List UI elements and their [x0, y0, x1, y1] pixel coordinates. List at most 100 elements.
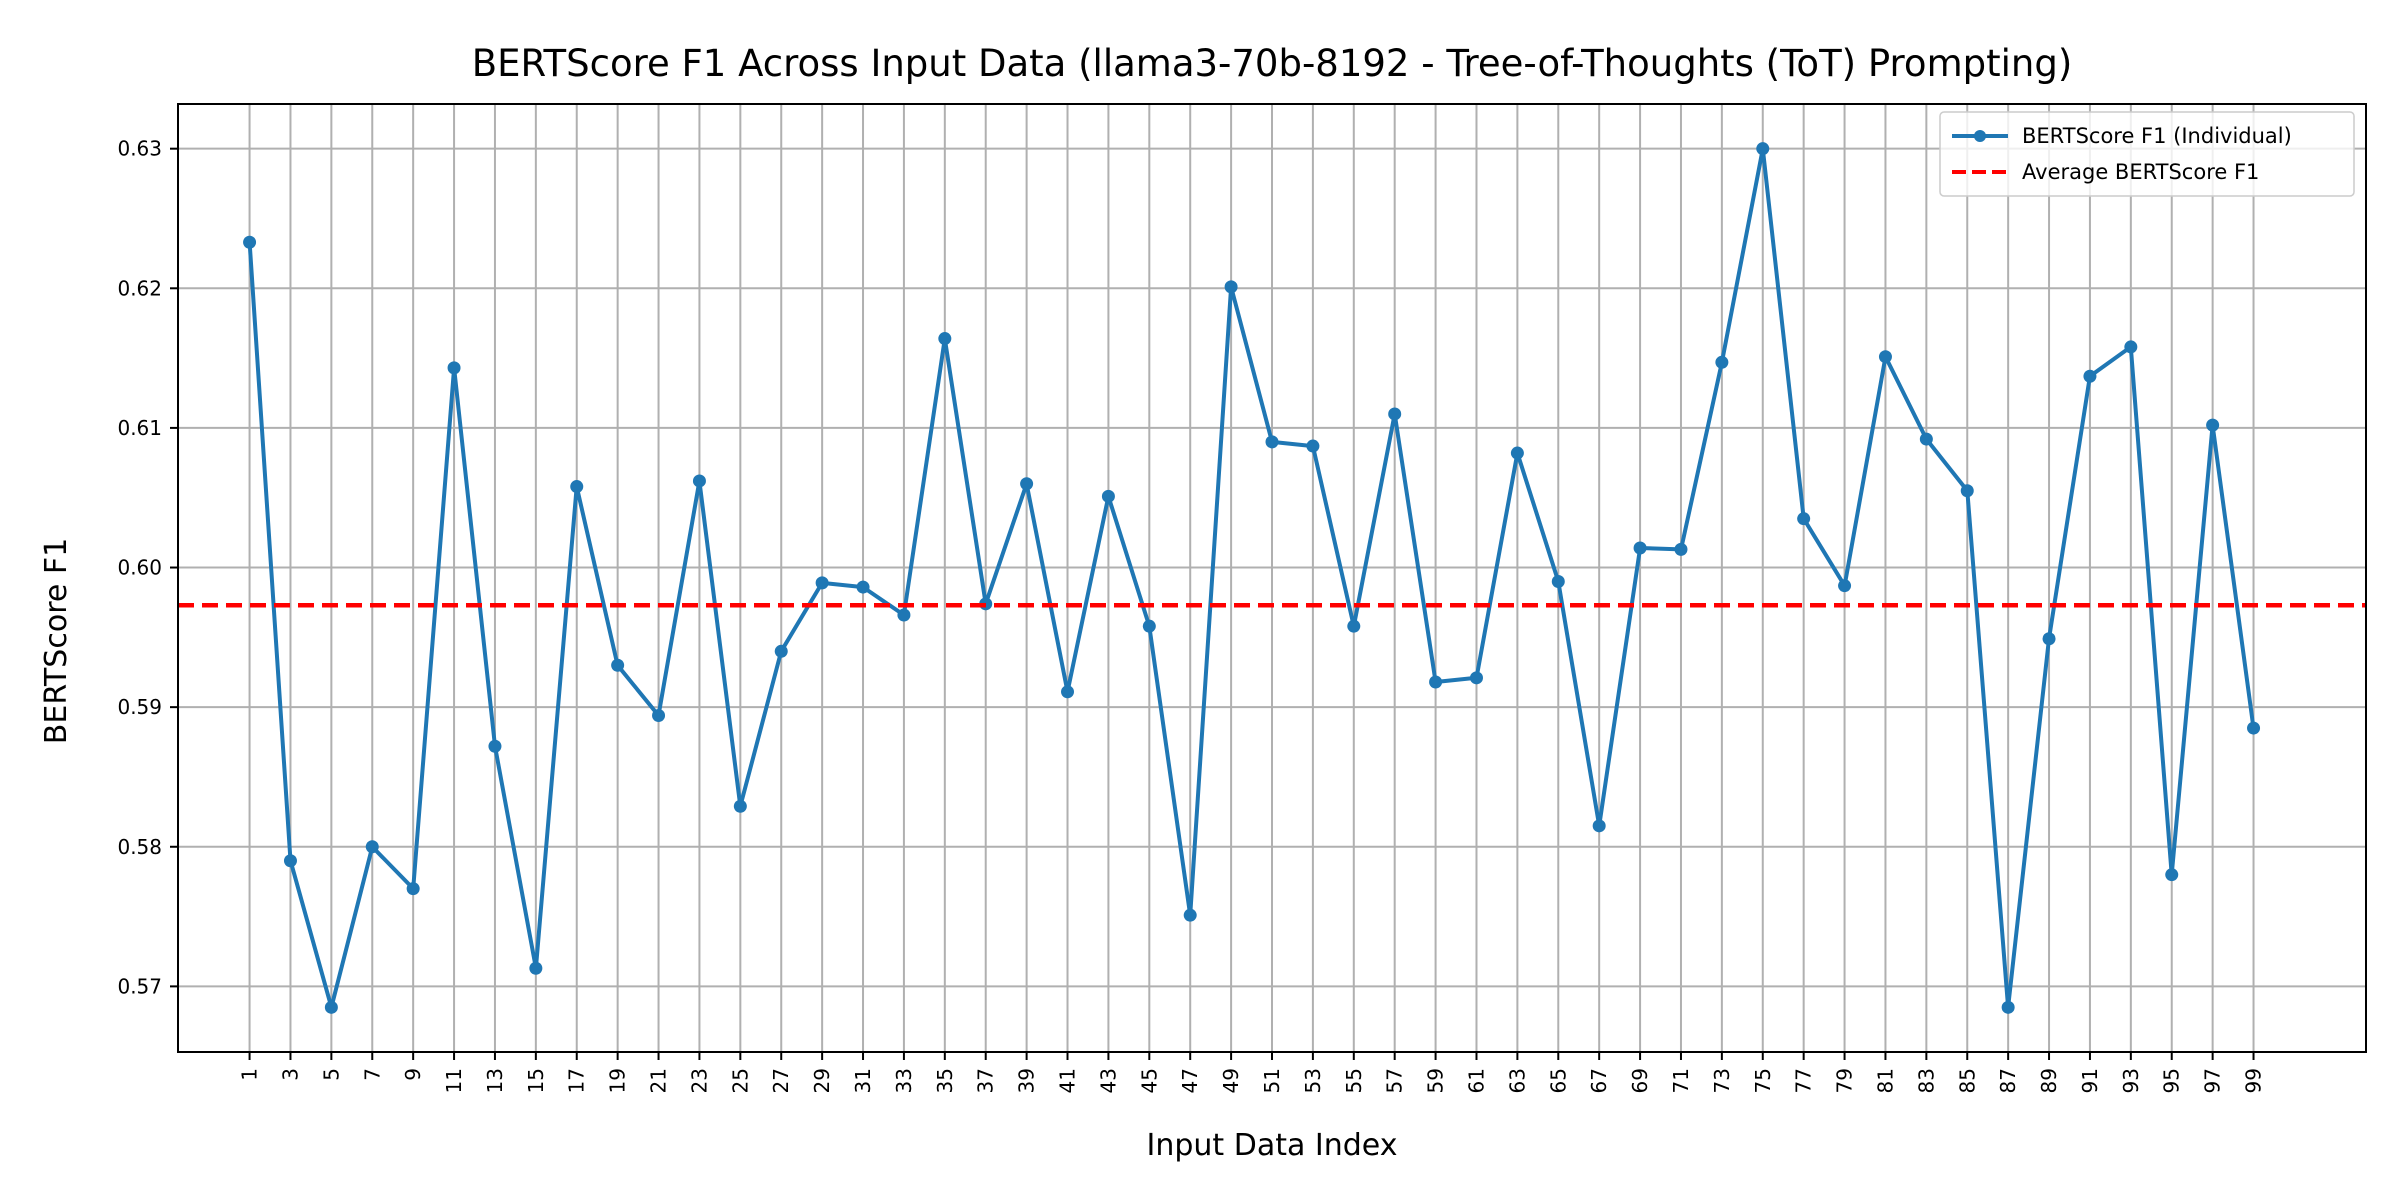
data-point	[1020, 477, 1034, 491]
x-tick-label: 1	[238, 1068, 262, 1081]
data-point	[1633, 541, 1647, 555]
data-point	[570, 480, 584, 494]
data-point	[938, 332, 952, 346]
x-tick-label: 45	[1137, 1068, 1161, 1093]
x-tick-label: 5	[319, 1068, 343, 1081]
x-tick-label: 13	[483, 1068, 507, 1093]
data-point	[1756, 142, 1770, 156]
x-tick-label: 93	[2119, 1068, 2143, 1093]
data-point	[733, 799, 747, 813]
x-tick-label: 51	[1260, 1068, 1284, 1093]
data-point	[692, 474, 706, 488]
data-point	[2042, 632, 2056, 646]
data-point	[1878, 350, 1892, 364]
x-tick-label: 69	[1628, 1068, 1652, 1093]
series-layer	[178, 142, 2366, 1014]
legend-label-individual: BERTScore F1 (Individual)	[2022, 124, 2292, 148]
x-tick-label: 73	[1710, 1068, 1734, 1093]
x-tick-label: 67	[1587, 1068, 1611, 1093]
data-point	[447, 361, 461, 375]
data-point	[365, 840, 379, 854]
legend: BERTScore F1 (Individual) Average BERTSc…	[1939, 111, 2355, 197]
x-tick-label: 55	[1342, 1068, 1366, 1093]
data-point	[1388, 407, 1402, 421]
data-point	[1510, 446, 1524, 460]
x-tick-label: 33	[892, 1068, 916, 1093]
y-axis-label: BERTScore F1	[39, 538, 74, 744]
y-axis: 0.57 0.58 0.59 0.60 0.61 0.62 0.63	[117, 137, 178, 998]
data-point	[1797, 512, 1811, 526]
data-point	[815, 576, 829, 590]
data-point	[1061, 685, 1075, 699]
data-point	[2247, 721, 2261, 735]
data-point	[488, 739, 502, 753]
x-axis: 1 3 5 7 9 11 13 15 17 19 21 23 25 27 29 31 33 35 37 39 41 43 4…	[238, 1052, 2266, 1093]
x-tick-label: 49	[1219, 1068, 1243, 1093]
x-tick-label: 11	[442, 1068, 466, 1093]
y-tick-label: 0.59	[117, 695, 162, 719]
data-point	[1674, 542, 1688, 556]
x-tick-label: 91	[2078, 1068, 2102, 1093]
y-tick-label: 0.60	[117, 556, 162, 580]
data-point	[2001, 1000, 2015, 1014]
data-point	[1224, 280, 1238, 294]
x-tick-label: 57	[1383, 1068, 1407, 1093]
data-point	[1919, 432, 1933, 446]
data-point	[243, 235, 257, 249]
x-tick-label: 89	[2037, 1068, 2061, 1093]
x-tick-label: 35	[933, 1068, 957, 1093]
x-tick-label: 95	[2160, 1068, 2184, 1093]
y-tick-label: 0.61	[117, 416, 162, 440]
data-point	[2206, 418, 2220, 432]
x-tick-label: 31	[851, 1068, 875, 1093]
x-tick-label: 71	[1669, 1068, 1693, 1093]
x-tick-label: 83	[1914, 1068, 1938, 1093]
data-point	[1551, 574, 1565, 588]
x-tick-label: 87	[1996, 1068, 2020, 1093]
data-point	[611, 658, 625, 672]
y-tick-label: 0.62	[117, 276, 162, 300]
x-tick-label: 65	[1546, 1068, 1570, 1093]
data-point	[1142, 619, 1156, 633]
x-tick-label: 99	[2242, 1068, 2266, 1093]
data-point	[1347, 619, 1361, 633]
data-point	[324, 1000, 338, 1014]
data-point	[2165, 868, 2179, 882]
data-point	[1101, 489, 1115, 503]
data-point	[2083, 369, 2097, 383]
x-tick-label: 81	[1873, 1068, 1897, 1093]
data-point	[1183, 908, 1197, 922]
x-tick-label: 7	[360, 1068, 384, 1081]
data-point	[1429, 675, 1443, 689]
data-point	[897, 608, 911, 622]
data-point	[1469, 671, 1483, 685]
x-axis-label: Input Data Index	[1147, 1128, 1398, 1163]
x-tick-label: 79	[1833, 1068, 1857, 1093]
x-tick-label: 39	[1015, 1068, 1039, 1093]
x-tick-label: 47	[1178, 1068, 1202, 1093]
x-tick-label: 27	[769, 1068, 793, 1093]
x-tick-label: 29	[810, 1068, 834, 1093]
data-point	[1838, 579, 1852, 593]
x-tick-label: 19	[606, 1068, 630, 1093]
y-tick-label: 0.57	[117, 974, 162, 998]
legend-label-average: Average BERTScore F1	[2022, 160, 2259, 184]
x-tick-label: 41	[1056, 1068, 1080, 1093]
legend-marker-swatch	[1974, 130, 1986, 142]
x-tick-label: 3	[278, 1068, 302, 1081]
data-point	[1592, 819, 1606, 833]
x-tick-label: 17	[565, 1068, 589, 1093]
y-tick-label: 0.63	[117, 137, 162, 161]
y-tick-label: 0.58	[117, 835, 162, 859]
data-point	[406, 882, 420, 896]
data-point	[652, 709, 666, 723]
data-point	[283, 854, 297, 868]
x-tick-label: 77	[1792, 1068, 1816, 1093]
data-point	[1715, 355, 1729, 369]
x-tick-label: 25	[728, 1068, 752, 1093]
chart-title: BERTScore F1 Across Input Data (llama3-7…	[472, 42, 2073, 85]
x-tick-label: 75	[1751, 1068, 1775, 1093]
legend-box	[1939, 111, 2355, 197]
